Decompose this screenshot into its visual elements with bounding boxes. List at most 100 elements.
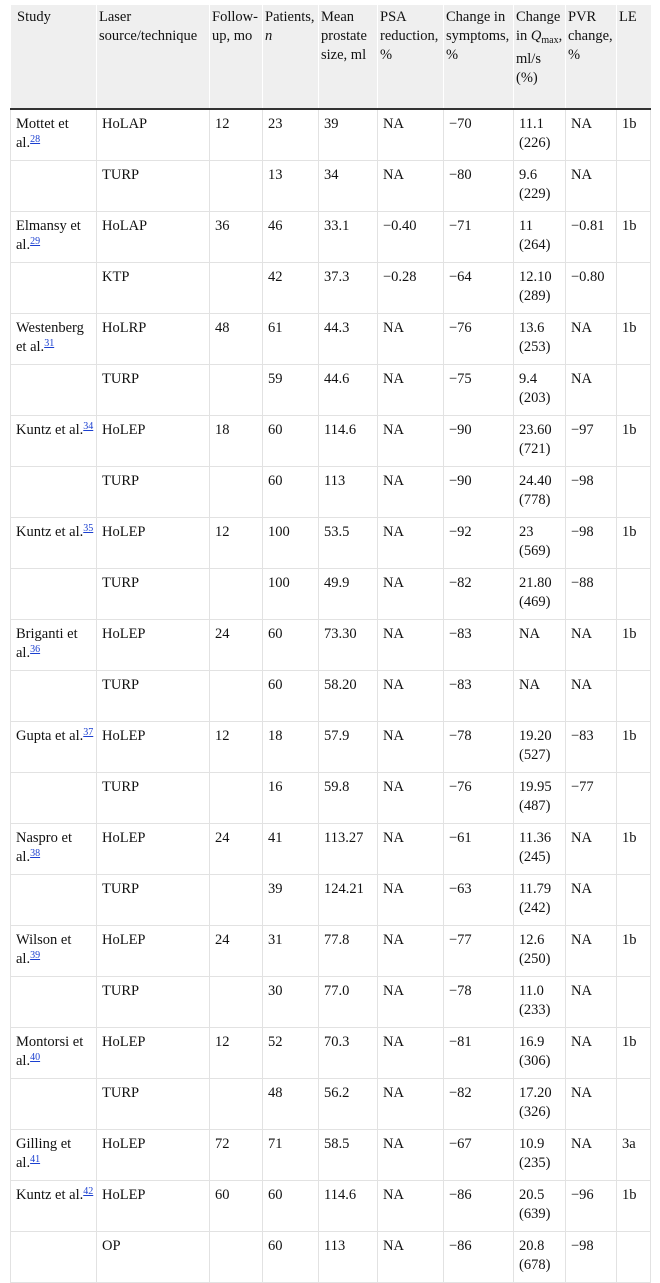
header-size: Mean prostate size, ml [318, 5, 378, 110]
cell-level-of-evidence: 1b [616, 619, 651, 671]
reference-link[interactable]: 36 [30, 644, 41, 655]
cell-level-of-evidence [616, 364, 651, 416]
qmax-change-value: 23 (569) [519, 524, 551, 559]
qmax-change-value: 10.9 (235) [519, 1136, 551, 1171]
prostate-size-value: 58.20 [324, 677, 357, 693]
reference-link[interactable]: 29 [30, 236, 41, 247]
technique-value: HoLEP [102, 1034, 146, 1050]
table-row: TURP 60 58.20 NA −83 NA NA [10, 670, 651, 722]
cell-pvr-change: NA [565, 925, 617, 977]
reference-link[interactable]: 37 [83, 727, 94, 738]
cell-followup [209, 874, 263, 926]
patients-value: 71 [268, 1136, 283, 1152]
reference-link[interactable]: 40 [30, 1052, 41, 1063]
cell-patients: 60 [262, 1231, 319, 1283]
qmax-change-value: 13.6 (253) [519, 320, 551, 355]
psa-reduction-value: NA [383, 626, 404, 642]
reference-link[interactable]: 31 [44, 338, 55, 349]
qmax-change-value: 19.95 (487) [519, 779, 552, 814]
cell-technique: OP [96, 1231, 210, 1283]
cell-qmax-change: 9.6 (229) [513, 160, 566, 212]
symptom-change-value: −81 [449, 1034, 472, 1050]
patients-value: 52 [268, 1034, 283, 1050]
followup-value: 48 [215, 320, 230, 336]
cell-level-of-evidence: 1b [616, 823, 651, 875]
cell-psa-reduction: NA [377, 415, 444, 467]
level-of-evidence-value: 1b [622, 218, 637, 234]
cell-pvr-change: −0.81 [565, 211, 617, 263]
technique-value: HoLEP [102, 728, 146, 744]
cell-level-of-evidence [616, 1078, 651, 1130]
cell-pvr-change: −77 [565, 772, 617, 824]
cell-level-of-evidence: 1b [616, 211, 651, 263]
study-name: Gilling et al. [16, 1136, 72, 1171]
reference-link[interactable]: 35 [83, 523, 94, 534]
symptom-change-value: −90 [449, 422, 472, 438]
cell-study [10, 466, 97, 518]
cell-level-of-evidence [616, 874, 651, 926]
reference-link[interactable]: 28 [30, 134, 41, 145]
patients-value: 48 [268, 1085, 283, 1101]
symptom-change-value: −80 [449, 167, 472, 183]
technique-value: TURP [102, 983, 140, 999]
cell-qmax-change: 11.36 (245) [513, 823, 566, 875]
prostate-size-value: 34 [324, 167, 339, 183]
cell-study [10, 670, 97, 722]
technique-value: TURP [102, 473, 140, 489]
header-size-label: Mean prostate size, ml [321, 9, 367, 63]
cell-study [10, 1231, 97, 1283]
level-of-evidence-value: 1b [622, 320, 637, 336]
cell-study: Mottet et al.28 [10, 108, 97, 161]
reference-link[interactable]: 42 [83, 1186, 94, 1197]
reference-link[interactable]: 34 [83, 421, 94, 432]
cell-followup: 12 [209, 108, 263, 161]
cell-level-of-evidence [616, 466, 651, 518]
cell-prostate-size: 34 [318, 160, 378, 212]
cell-prostate-size: 113 [318, 1231, 378, 1283]
reference-link[interactable]: 38 [30, 848, 41, 859]
pvr-change-value: NA [571, 320, 592, 336]
table-row: Kuntz et al.35 HoLEP 12 100 53.5 NA −92 23 (569… [10, 517, 651, 569]
header-psa: PSA reduction, % [377, 5, 444, 110]
cell-technique: TURP [96, 364, 210, 416]
table-row: Kuntz et al.34 HoLEP 18 60 114.6 NA −90 23.60 (… [10, 415, 651, 467]
symptom-change-value: −75 [449, 371, 472, 387]
cell-prostate-size: 58.20 [318, 670, 378, 722]
patients-value: 23 [268, 116, 283, 132]
study-name: Gupta et al. [16, 728, 84, 744]
symptom-change-value: −70 [449, 116, 472, 132]
symptom-change-value: −86 [449, 1238, 472, 1254]
qmax-change-value: NA [519, 677, 540, 693]
cell-symptom-change: −83 [443, 619, 514, 671]
pvr-change-value: NA [571, 983, 592, 999]
table-row: TURP 39 124.21 NA −63 11.79 (242) NA [10, 874, 651, 926]
qmax-change-value: 16.9 (306) [519, 1034, 551, 1069]
prostate-size-value: 33.1 [324, 218, 350, 234]
symptom-change-value: −92 [449, 524, 472, 540]
cell-study: Montorsi et al.40 [10, 1027, 97, 1079]
table-row: Kuntz et al.42 HoLEP 60 60 114.6 NA −86 20.5 (6… [10, 1180, 651, 1232]
reference-link[interactable]: 39 [30, 950, 41, 961]
cell-patients: 52 [262, 1027, 319, 1079]
technique-value: KTP [102, 269, 130, 285]
cell-patients: 31 [262, 925, 319, 977]
cell-study [10, 160, 97, 212]
cell-psa-reduction: NA [377, 1027, 444, 1079]
symptom-change-value: −82 [449, 575, 472, 591]
cell-patients: 61 [262, 313, 319, 365]
cell-symptom-change: −92 [443, 517, 514, 569]
symptom-change-value: −83 [449, 626, 472, 642]
level-of-evidence-value: 1b [622, 116, 637, 132]
technique-value: HoLRP [102, 320, 147, 336]
psa-reduction-value: NA [383, 473, 404, 489]
patients-value: 46 [268, 218, 283, 234]
cell-qmax-change: NA [513, 670, 566, 722]
reference-link[interactable]: 41 [30, 1154, 41, 1165]
followup-value: 24 [215, 830, 230, 846]
cell-prostate-size: 114.6 [318, 1180, 378, 1232]
qmax-change-value: 11.79 (242) [519, 881, 552, 916]
cell-pvr-change: NA [565, 619, 617, 671]
qmax-change-value: 21.80 (469) [519, 575, 552, 610]
cell-pvr-change: NA [565, 364, 617, 416]
psa-reduction-value: NA [383, 1136, 404, 1152]
